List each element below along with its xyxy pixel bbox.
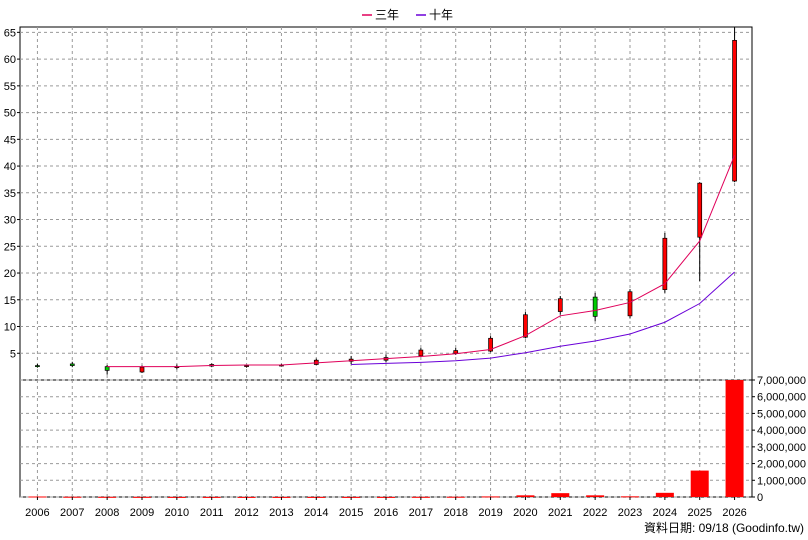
volume-tick-label: 4,000,000: [757, 425, 806, 437]
x-tick-label: 2021: [548, 507, 572, 519]
x-tick-label: 2011: [200, 507, 224, 519]
volume-bar: [551, 493, 570, 497]
volume-tick-label: 7,000,000: [757, 375, 806, 387]
y-tick-label: 10: [4, 322, 16, 334]
y-tick-label: 50: [4, 108, 16, 120]
x-axis-ticks: 2006 2007 2008 2009 2010 2011 2012 2013 2014 2015…: [25, 497, 747, 519]
volume-tick-label: 0: [757, 492, 763, 504]
volume-grid: [20, 379, 752, 498]
candle-body: [662, 237, 668, 290]
volume-tick-label: 5,000,000: [757, 408, 806, 420]
series-line-ma-10y: [351, 271, 735, 365]
x-tick-label: 2013: [269, 507, 293, 519]
y-tick-label: 15: [4, 295, 16, 307]
volume-bar: [690, 470, 709, 497]
candle-body: [69, 363, 75, 366]
x-tick-label: 2006: [25, 507, 49, 519]
volume-tick-label: 1,000,000: [757, 475, 806, 487]
legend-label: 三年: [375, 8, 399, 22]
x-tick-label: 2020: [513, 507, 537, 519]
x-tick-label: 2025: [687, 507, 711, 519]
price-axis-ticks: 5 10 15 20 25 30 35 40 45 50 55 60 65: [4, 27, 20, 360]
candle-body: [557, 298, 563, 312]
y-tick-label: 55: [4, 81, 16, 93]
y-tick-label: 60: [4, 54, 16, 66]
x-tick-label: 2016: [374, 507, 398, 519]
x-tick-label: 2023: [618, 507, 642, 519]
candle-body: [488, 337, 493, 352]
candle-body: [732, 40, 737, 182]
volume-bar: [725, 380, 744, 497]
y-tick-label: 65: [4, 27, 16, 39]
volume-tick-label: 3,000,000: [757, 442, 806, 454]
volume-bar: [481, 496, 500, 498]
footer-source: 資料日期: 09/18 (Goodinfo.tw): [644, 521, 804, 535]
volume-bar: [516, 495, 535, 497]
series-line-ma-3y: [107, 155, 736, 368]
x-tick-label: 2012: [234, 507, 258, 519]
candle-body: [244, 365, 249, 367]
y-tick-label: 30: [4, 215, 16, 227]
y-tick-label: 25: [4, 241, 16, 253]
x-tick-label: 2010: [165, 507, 189, 519]
x-tick-label: 2018: [443, 507, 467, 519]
volume-bar: [621, 496, 639, 498]
y-tick-label: 35: [4, 188, 16, 200]
candle-body: [418, 349, 424, 357]
price-grid: [20, 27, 752, 380]
x-tick-label: 2024: [653, 507, 677, 519]
x-tick-label: 2007: [60, 507, 84, 519]
y-tick-label: 45: [4, 134, 16, 146]
volume-bar: [655, 492, 674, 497]
legend: 三年 十年: [362, 8, 453, 22]
candle-body: [523, 314, 528, 338]
candle-body: [697, 182, 703, 238]
candle-body: [592, 296, 598, 317]
candle-body: [627, 291, 633, 317]
x-tick-label: 2026: [722, 507, 746, 519]
legend-label: 十年: [429, 8, 453, 22]
y-tick-label: 20: [4, 268, 16, 280]
x-tick-label: 2017: [409, 507, 433, 519]
volume-tick-label: 2,000,000: [757, 459, 806, 471]
x-tick-label: 2015: [339, 507, 363, 519]
x-tick-label: 2022: [583, 507, 607, 519]
y-tick-label: 5: [10, 348, 16, 360]
y-tick-label: 40: [4, 161, 16, 173]
x-tick-label: 2019: [478, 507, 502, 519]
volume-tick-label: 6,000,000: [757, 392, 806, 404]
x-tick-label: 2014: [304, 507, 328, 519]
candle-body: [35, 365, 40, 367]
candle-body: [104, 366, 110, 371]
candle-body: [453, 350, 459, 354]
x-tick-label: 2009: [130, 507, 154, 519]
volume-bar: [28, 496, 47, 498]
x-tick-label: 2008: [95, 507, 119, 519]
volume-axis-ticks: 0 1,000,000 2,000,000 3,000,000 4,000,000 5,0…: [752, 375, 806, 504]
candle-body: [139, 366, 145, 373]
volume-bar-series: [28, 380, 744, 498]
volume-bar: [586, 495, 605, 497]
